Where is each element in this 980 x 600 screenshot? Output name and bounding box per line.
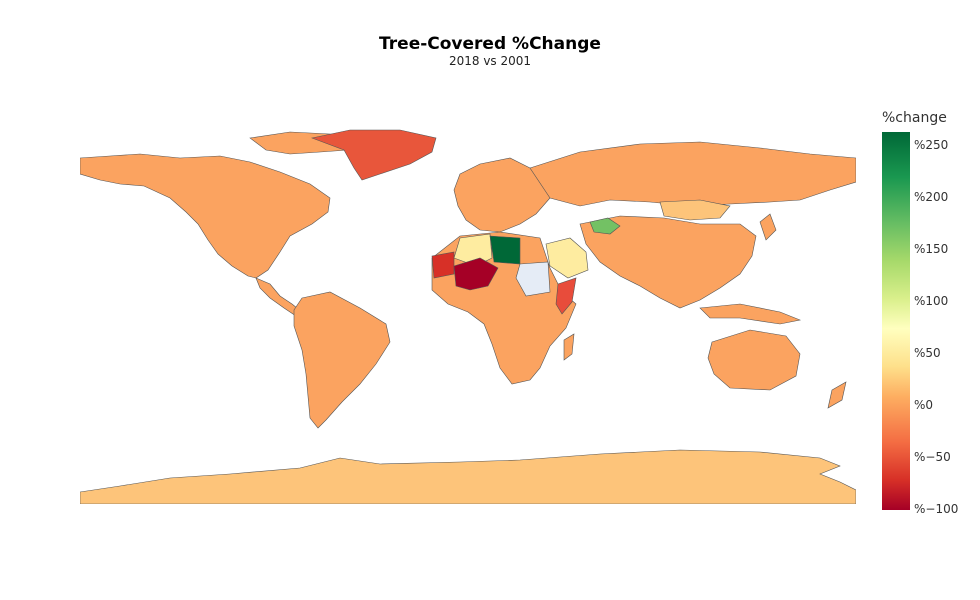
region-libya[interactable] xyxy=(489,235,521,265)
legend-tick-100: %100 xyxy=(914,294,949,308)
map-title: Tree-Covered %Change xyxy=(379,34,601,54)
region-russia[interactable] xyxy=(529,141,856,207)
region-north-america[interactable] xyxy=(80,153,331,279)
region-asia[interactable] xyxy=(579,215,757,309)
legend-colorbar xyxy=(882,132,910,510)
region-mongolia[interactable] xyxy=(659,199,731,221)
region-south-america[interactable] xyxy=(293,291,391,429)
region-japan[interactable] xyxy=(759,213,777,241)
legend-title: %change xyxy=(882,110,947,126)
region-indonesia[interactable] xyxy=(699,303,802,325)
region-australia[interactable] xyxy=(707,329,801,391)
region-new-zealand[interactable] xyxy=(827,381,847,409)
legend-tick-150: %150 xyxy=(914,242,949,256)
legend-tick-0: %0 xyxy=(914,398,934,412)
region-somalia[interactable] xyxy=(555,277,577,315)
legend-tick-250: %250 xyxy=(914,138,949,152)
region-saudi-arabia[interactable] xyxy=(545,237,589,279)
region-europe[interactable] xyxy=(453,157,551,233)
region-western-sahara[interactable] xyxy=(431,251,455,279)
map-subtitle: 2018 vs 2001 xyxy=(448,54,532,68)
region-greenland[interactable] xyxy=(310,129,437,181)
region-turkmenistan[interactable] xyxy=(589,217,621,235)
region-no-data-sudan[interactable] xyxy=(515,261,551,297)
region-antarctica[interactable] xyxy=(80,449,856,504)
legend-tick-200: %200 xyxy=(914,190,949,204)
legend-tick-minus-100: %−100 xyxy=(914,502,959,516)
world-choropleth-map xyxy=(80,129,856,504)
legend-tick-minus-50: %−50 xyxy=(914,450,951,464)
legend-tick-50: %50 xyxy=(914,346,941,360)
region-mauritania-mali[interactable] xyxy=(453,257,499,291)
region-madagascar[interactable] xyxy=(563,333,575,361)
